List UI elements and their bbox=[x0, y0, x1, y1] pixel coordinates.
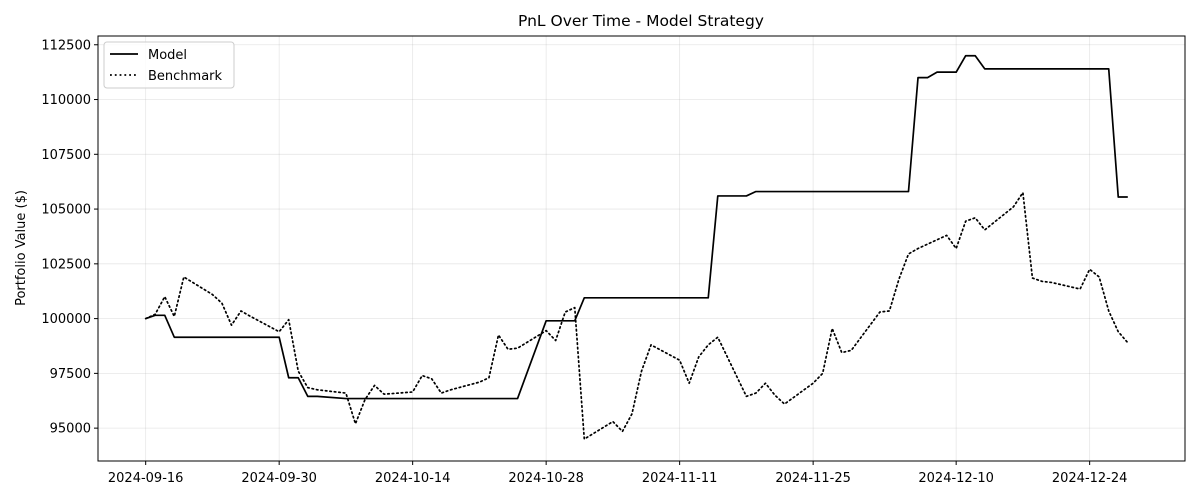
y-tick-label: 97500 bbox=[50, 367, 91, 382]
series-line-model bbox=[145, 54, 1128, 400]
y-tick-label: 100000 bbox=[41, 312, 91, 327]
legend-label-benchmark: Benchmark bbox=[148, 69, 223, 84]
y-tick-label: 110000 bbox=[41, 93, 91, 108]
series-layer bbox=[144, 54, 1129, 440]
legend-label-model: Model bbox=[148, 48, 187, 63]
x-tick-label: 2024-10-14 bbox=[375, 471, 451, 486]
grid-layer bbox=[98, 36, 1185, 461]
x-tick-label: 2024-09-30 bbox=[241, 471, 317, 486]
plot-frame bbox=[97, 35, 1186, 462]
y-tick-label: 102500 bbox=[41, 257, 91, 272]
legend: Model Benchmark bbox=[103, 41, 235, 89]
series-line-benchmark bbox=[144, 191, 1129, 440]
x-tick-label: 2024-11-11 bbox=[642, 471, 718, 486]
x-tick-label: 2024-09-16 bbox=[108, 471, 184, 486]
y-axis-label: Portfolio Value ($) bbox=[14, 190, 29, 306]
x-tick-label: 2024-11-25 bbox=[775, 471, 851, 486]
y-tick-label: 107500 bbox=[41, 148, 91, 163]
x-tick-label: 2024-10-28 bbox=[508, 471, 584, 486]
x-tick-label: 2024-12-10 bbox=[918, 471, 994, 486]
x-axis: 2024-09-16 2024-09-30 2024-10-14 2024-10-28… bbox=[108, 461, 1128, 486]
y-axis: 95000 97500 100000 102500 105000 107500 110000… bbox=[41, 38, 98, 437]
y-tick-label: 95000 bbox=[50, 422, 91, 437]
y-tick-label: 105000 bbox=[41, 203, 91, 218]
x-tick-label: 2024-12-24 bbox=[1052, 471, 1128, 486]
chart-title: PnL Over Time - Model Strategy bbox=[518, 12, 764, 30]
y-tick-label: 112500 bbox=[41, 38, 91, 53]
